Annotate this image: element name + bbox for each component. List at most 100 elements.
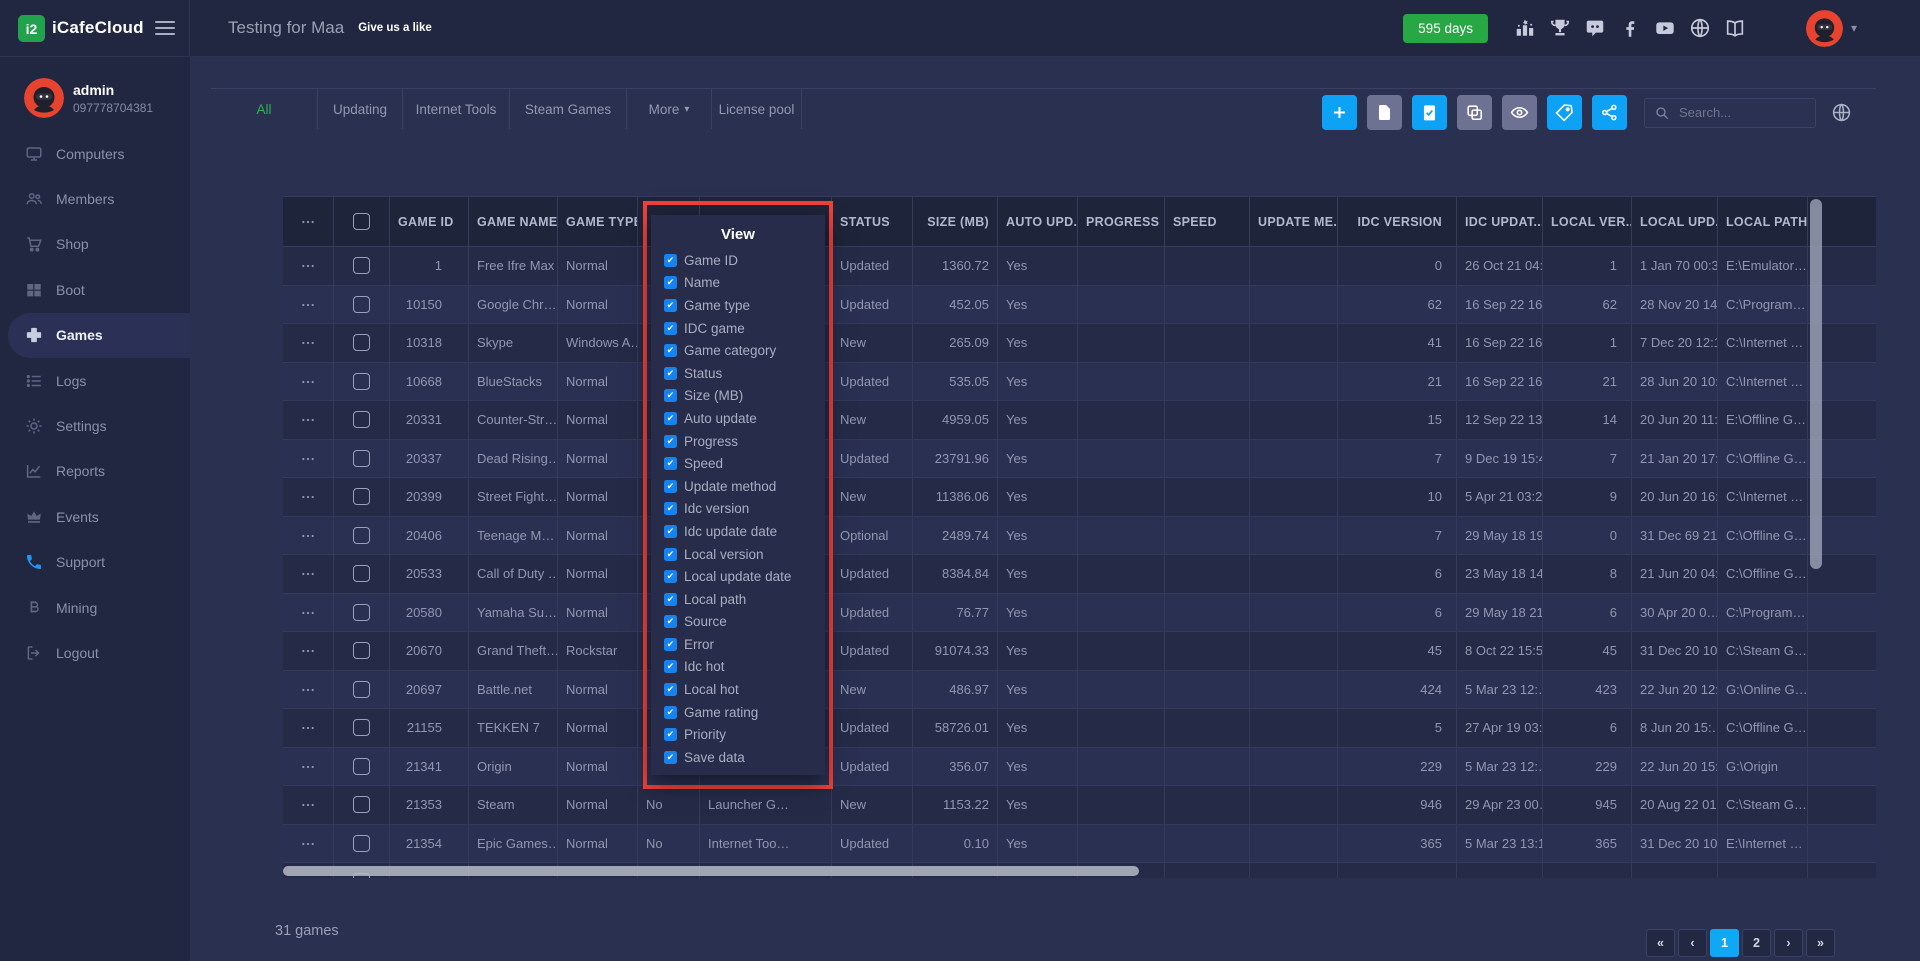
- ellipsis-icon[interactable]: [300, 566, 316, 582]
- row-actions[interactable]: [283, 671, 334, 710]
- ellipsis-icon[interactable]: [300, 214, 316, 230]
- hamburger-menu-icon[interactable]: [155, 17, 175, 39]
- user-menu[interactable]: ▾: [1806, 10, 1857, 47]
- checked-checkbox[interactable]: ✔: [664, 457, 677, 470]
- give-us-a-like-link[interactable]: Give us a like: [358, 22, 432, 34]
- ellipsis-icon[interactable]: [300, 335, 316, 351]
- ellipsis-icon[interactable]: [300, 528, 316, 544]
- view-option-game-id[interactable]: ✔Game ID: [651, 249, 825, 272]
- eye-button[interactable]: [1502, 95, 1537, 130]
- checked-checkbox[interactable]: ✔: [664, 502, 677, 515]
- column-header-game_type[interactable]: GAME TYPE: [558, 196, 638, 247]
- share-button[interactable]: [1592, 95, 1627, 130]
- column-header-game_name[interactable]: GAME NAME: [469, 196, 558, 247]
- row-select[interactable]: [334, 671, 390, 710]
- checked-checkbox[interactable]: ✔: [664, 389, 677, 402]
- row-checkbox[interactable]: [353, 642, 370, 659]
- checked-checkbox[interactable]: ✔: [664, 706, 677, 719]
- sidebar-item-games[interactable]: Games: [8, 313, 190, 358]
- checked-checkbox[interactable]: ✔: [664, 593, 677, 606]
- row-checkbox[interactable]: [353, 835, 370, 852]
- checked-checkbox[interactable]: ✔: [664, 322, 677, 335]
- row-checkbox[interactable]: [353, 565, 370, 582]
- row-select[interactable]: [334, 401, 390, 440]
- horizontal-scrollbar[interactable]: [283, 866, 1139, 876]
- row-select[interactable]: [334, 594, 390, 633]
- checked-checkbox[interactable]: ✔: [664, 254, 677, 267]
- ellipsis-icon[interactable]: [300, 759, 316, 775]
- column-header-speed[interactable]: SPEED: [1165, 196, 1250, 247]
- discord-icon[interactable]: [1584, 17, 1606, 39]
- checked-checkbox[interactable]: ✔: [664, 751, 677, 764]
- sidebar-item-mining[interactable]: Mining: [0, 585, 190, 630]
- view-option-name[interactable]: ✔Name: [651, 272, 825, 295]
- row-select[interactable]: [334, 286, 390, 325]
- tag-button[interactable]: [1547, 95, 1582, 130]
- row-select[interactable]: [334, 363, 390, 402]
- copy-button[interactable]: [1457, 95, 1492, 130]
- view-option-game-category[interactable]: ✔Game category: [651, 339, 825, 362]
- globe-icon[interactable]: [1689, 17, 1711, 39]
- checked-checkbox[interactable]: ✔: [664, 435, 677, 448]
- page-button-next[interactable]: ›: [1774, 929, 1803, 957]
- view-option-save-data[interactable]: ✔Save data: [651, 746, 825, 769]
- sidebar-item-reports[interactable]: Reports: [0, 449, 190, 494]
- checked-checkbox[interactable]: ✔: [664, 480, 677, 493]
- book-icon[interactable]: [1724, 17, 1746, 39]
- row-actions[interactable]: [283, 555, 334, 594]
- sidebar-item-logout[interactable]: Logout: [0, 630, 190, 675]
- checked-checkbox[interactable]: ✔: [664, 615, 677, 628]
- row-select[interactable]: [334, 478, 390, 517]
- sidebar-item-computers[interactable]: Computers: [0, 131, 190, 176]
- vertical-scrollbar[interactable]: [1810, 199, 1822, 569]
- sidebar-item-settings[interactable]: Settings: [0, 403, 190, 448]
- row-checkbox[interactable]: [353, 604, 370, 621]
- row-actions[interactable]: [283, 709, 334, 748]
- checked-checkbox[interactable]: ✔: [664, 367, 677, 380]
- column-header-idc_version[interactable]: IDC VERSION: [1338, 196, 1457, 247]
- checked-checkbox[interactable]: ✔: [664, 683, 677, 696]
- column-header-local_version[interactable]: LOCAL VER...: [1543, 196, 1632, 247]
- row-actions[interactable]: [283, 517, 334, 556]
- ellipsis-icon[interactable]: [300, 605, 316, 621]
- checked-checkbox[interactable]: ✔: [664, 570, 677, 583]
- view-option-game-rating[interactable]: ✔Game rating: [651, 701, 825, 724]
- checked-checkbox[interactable]: ✔: [664, 276, 677, 289]
- days-remaining-badge[interactable]: 595 days: [1403, 14, 1488, 43]
- language-globe-icon[interactable]: [1831, 102, 1852, 123]
- page-button-last[interactable]: »: [1806, 929, 1835, 957]
- view-option-idc-game[interactable]: ✔IDC game: [651, 317, 825, 340]
- row-select[interactable]: [334, 709, 390, 748]
- youtube-icon[interactable]: [1654, 17, 1676, 39]
- tab-steam-games[interactable]: Steam Games: [510, 89, 627, 129]
- row-actions[interactable]: [283, 363, 334, 402]
- ellipsis-icon[interactable]: [300, 643, 316, 659]
- ellipsis-icon[interactable]: [300, 836, 316, 852]
- page-button-1[interactable]: 1: [1710, 929, 1739, 957]
- ellipsis-icon[interactable]: [300, 682, 316, 698]
- row-actions[interactable]: [283, 748, 334, 787]
- checked-checkbox[interactable]: ✔: [664, 660, 677, 673]
- checked-checkbox[interactable]: ✔: [664, 412, 677, 425]
- checked-checkbox[interactable]: ✔: [664, 525, 677, 538]
- column-header-local_update_date[interactable]: LOCAL UPD...: [1632, 196, 1718, 247]
- row-checkbox[interactable]: [353, 257, 370, 274]
- sidebar-item-events[interactable]: Events: [0, 494, 190, 539]
- ellipsis-icon[interactable]: [300, 297, 316, 313]
- view-option-error[interactable]: ✔Error: [651, 633, 825, 656]
- column-header-local_path[interactable]: LOCAL PATH: [1718, 196, 1808, 247]
- clipboard-check-button[interactable]: [1412, 95, 1447, 130]
- tab-updating[interactable]: Updating: [318, 89, 403, 129]
- ellipsis-icon[interactable]: [300, 412, 316, 428]
- header-select-all[interactable]: [334, 196, 390, 247]
- checked-checkbox[interactable]: ✔: [664, 638, 677, 651]
- row-checkbox[interactable]: [353, 373, 370, 390]
- view-option-idc-update-date[interactable]: ✔Idc update date: [651, 520, 825, 543]
- row-actions[interactable]: [283, 594, 334, 633]
- ellipsis-icon[interactable]: [300, 258, 316, 274]
- view-option-game-type[interactable]: ✔Game type: [651, 294, 825, 317]
- column-header-game_id[interactable]: GAME ID: [390, 196, 469, 247]
- view-option-idc-version[interactable]: ✔Idc version: [651, 498, 825, 521]
- checked-checkbox[interactable]: ✔: [664, 548, 677, 561]
- view-option-auto-update[interactable]: ✔Auto update: [651, 407, 825, 430]
